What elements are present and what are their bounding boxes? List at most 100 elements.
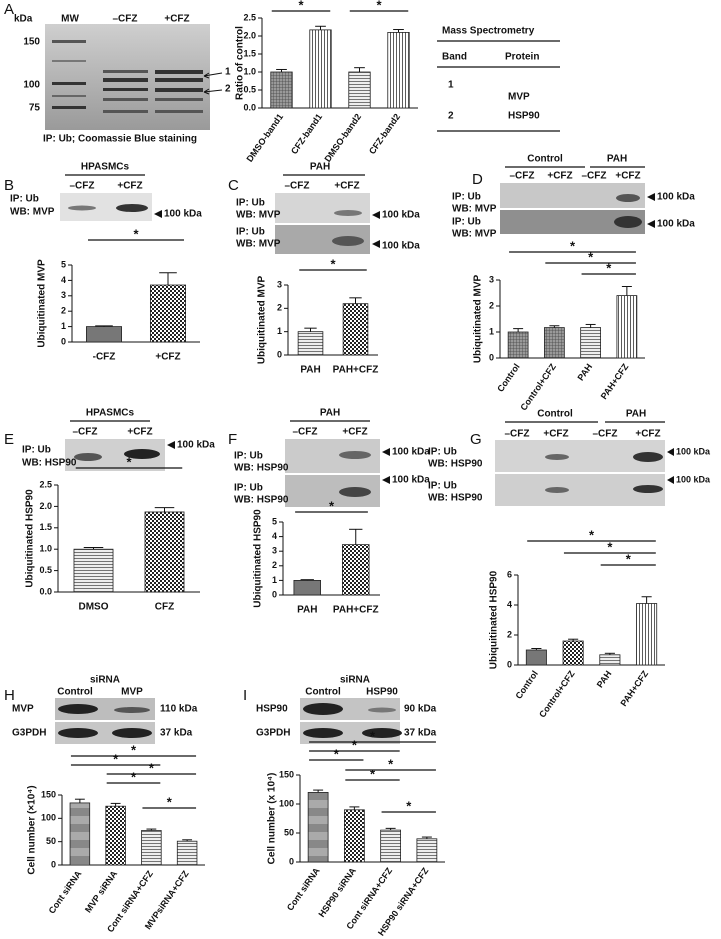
- panel-letter: H: [4, 687, 15, 704]
- significance-label: *: [607, 539, 613, 554]
- blot-band: [362, 728, 402, 738]
- x-tick-label: CFZ-band2: [367, 112, 402, 156]
- blot: [55, 698, 155, 720]
- protein-label: G3PDH: [256, 728, 290, 739]
- lane-label: –CFZ: [582, 171, 607, 182]
- table-cell: HSP90: [508, 111, 540, 122]
- blot-band: [332, 236, 364, 246]
- significance-label: *: [334, 746, 340, 761]
- size-label: 100 kDa: [392, 447, 430, 458]
- y-tick-label: 3: [272, 546, 277, 556]
- bar: [307, 792, 329, 863]
- gel-unit: kDa: [14, 14, 33, 25]
- y-axis-label: Ubiquitinated MVP: [473, 275, 484, 364]
- x-tick-label: Cont siRNA: [285, 865, 322, 912]
- significance-label: *: [588, 249, 594, 264]
- panel-letter: B: [4, 177, 14, 194]
- significance-label: *: [370, 728, 376, 743]
- y-axis-label: Cell number (x 10⁴): [267, 773, 278, 865]
- band-label: 1: [225, 67, 231, 78]
- size-label: 100 kDa: [164, 209, 202, 220]
- size-label: 100 kDa: [657, 219, 695, 230]
- lane-label: –CFZ: [293, 427, 318, 438]
- size-label: 100 kDa: [676, 446, 711, 456]
- bar: [297, 331, 324, 356]
- y-tick-label: 0: [272, 589, 277, 599]
- blot-band: [633, 485, 663, 493]
- blot-band: [116, 204, 148, 212]
- y-tick-label: 0.5: [243, 84, 256, 94]
- blot-band: [68, 205, 96, 211]
- significance-label: *: [589, 527, 595, 542]
- protein-label: MVP: [12, 704, 34, 715]
- wb-label: WB: HSP90: [428, 459, 483, 470]
- band-label: 2: [225, 84, 231, 95]
- y-tick-label: 6: [507, 569, 512, 579]
- y-tick-label: 50: [46, 836, 56, 846]
- x-tick-label: Cont siRNA: [47, 868, 84, 915]
- lane-label: MW: [61, 14, 79, 25]
- y-tick-label: 100: [279, 798, 294, 808]
- x-tick-label: DMSO: [79, 602, 109, 613]
- bar: [141, 830, 162, 866]
- panel-letter: E: [4, 431, 14, 448]
- y-tick-label: 5: [61, 259, 66, 269]
- bar: [293, 580, 321, 596]
- significance-label: *: [376, 0, 382, 12]
- significance-label: *: [570, 238, 576, 253]
- table-cell: 2: [448, 111, 454, 122]
- group-label: Control: [527, 154, 563, 165]
- blot-band: [339, 451, 371, 459]
- lane-label: –CFZ: [70, 181, 95, 192]
- ip-label: IP: Ub: [428, 481, 457, 492]
- blot-band: [74, 453, 102, 461]
- bar: [416, 838, 438, 863]
- lane-label: +CFZ: [334, 181, 359, 192]
- x-tick-label: PAH+CFZ: [333, 605, 379, 616]
- bar: [507, 331, 529, 359]
- panel-letter: F: [228, 431, 237, 448]
- blot-band: [339, 487, 371, 497]
- y-tick-label: 1: [277, 326, 282, 336]
- blot-band: [114, 707, 150, 713]
- blot-band: [124, 449, 160, 459]
- significance-label: *: [149, 760, 155, 775]
- bar: [348, 71, 371, 109]
- lane-label: –CFZ: [113, 14, 138, 25]
- y-tick-label: 50: [284, 827, 294, 837]
- y-tick-label: 0: [51, 859, 56, 869]
- y-tick-label: 100: [41, 813, 56, 823]
- y-axis-label: Ubiquitinated MVP: [37, 259, 48, 348]
- y-tick-label: 1.0: [243, 66, 256, 76]
- lane-label: +CFZ: [547, 171, 572, 182]
- size-arrow: [154, 210, 162, 218]
- wb-label: WB: MVP: [10, 207, 55, 218]
- y-tick-label: 0: [489, 352, 494, 362]
- y-tick-label: 3: [277, 279, 282, 289]
- significance-label: *: [606, 260, 612, 275]
- lane-label: +CFZ: [615, 171, 640, 182]
- size-label: 37 kDa: [160, 728, 193, 739]
- y-tick-label: 2.5: [243, 12, 256, 22]
- lane-label: +CFZ: [127, 427, 152, 438]
- y-tick-label: 150: [279, 769, 294, 779]
- wb-label: WB: MVP: [236, 210, 281, 221]
- significance-label: *: [626, 551, 632, 566]
- group-label: PAH: [607, 154, 627, 165]
- marker-label: 100: [23, 80, 40, 91]
- y-tick-label: 4: [272, 531, 277, 541]
- y-tick-label: 2: [507, 629, 512, 639]
- table-cell: MVP: [508, 92, 530, 103]
- blot-band: [303, 703, 343, 715]
- y-axis-label: Ubiquitinated MVP: [257, 276, 268, 365]
- bar: [144, 511, 185, 593]
- x-tick-label: CFZ: [155, 602, 174, 613]
- y-tick-label: 0: [289, 856, 294, 866]
- lane-label: –CFZ: [593, 429, 618, 440]
- x-tick-label: DMSO-band2: [322, 112, 363, 164]
- bar: [380, 829, 401, 863]
- size-arrow: [667, 476, 674, 484]
- table-title: Mass Spectrometry: [442, 26, 535, 37]
- size-label: 100 kDa: [382, 241, 420, 252]
- blot-band: [112, 728, 152, 738]
